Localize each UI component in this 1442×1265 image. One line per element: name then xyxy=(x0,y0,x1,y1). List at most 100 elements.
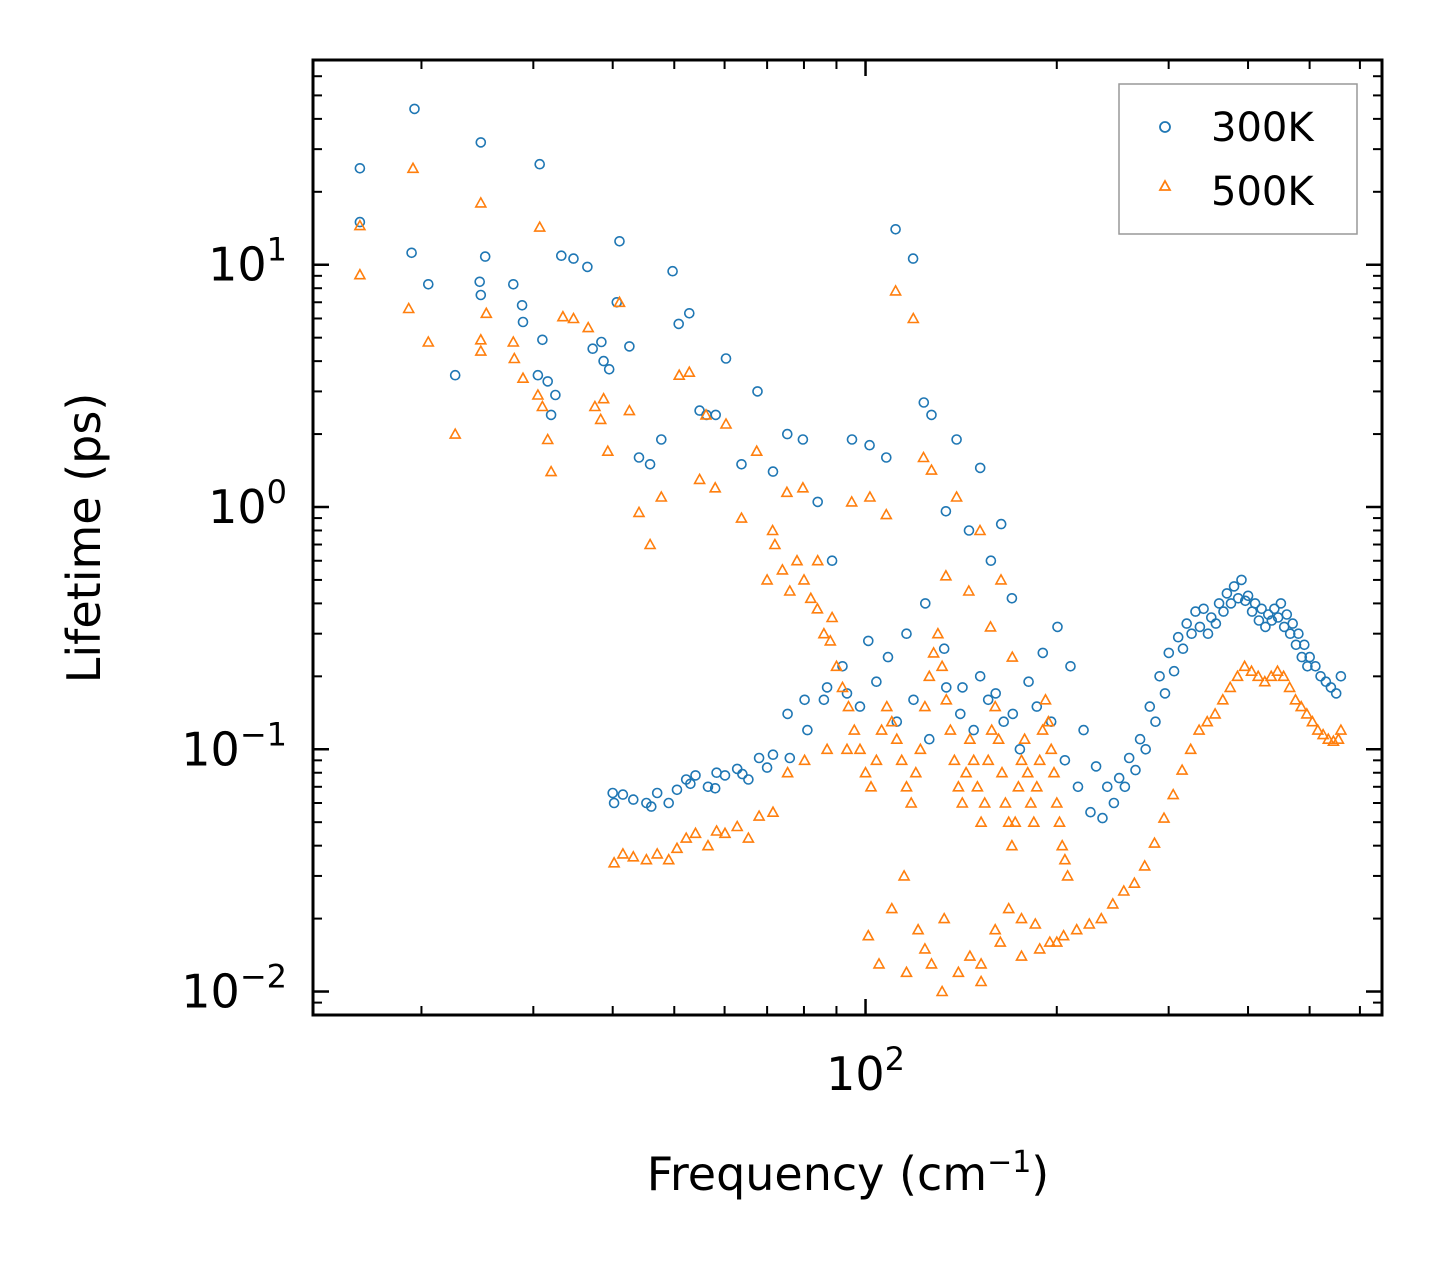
point-500K-134 xyxy=(1015,949,1028,961)
point-500K-141 xyxy=(790,554,804,566)
point-300K-57 xyxy=(985,555,997,567)
point-500K-26 xyxy=(623,403,636,416)
point-500K-102 xyxy=(1166,787,1180,800)
point-500K-109 xyxy=(1223,680,1237,693)
point-500K-71 xyxy=(752,809,766,821)
point-500K-158 xyxy=(890,732,904,745)
point-300K-73 xyxy=(743,774,754,785)
point-300K-177 xyxy=(1284,628,1296,640)
tick-labels: 102 10−2 10−1 100 101 xyxy=(181,231,905,1101)
point-300K-40 xyxy=(752,386,763,397)
point-500K-57 xyxy=(607,856,621,868)
point-500K-76 xyxy=(840,742,854,755)
point-300K-38 xyxy=(720,353,732,364)
point-500K-87 xyxy=(988,923,1002,935)
point-500K-196 xyxy=(1033,753,1047,766)
point-500K-88 xyxy=(1002,901,1016,914)
point-500K-19 xyxy=(567,311,580,324)
point-500K-135 xyxy=(1033,942,1047,954)
point-300K-174 xyxy=(1266,615,1278,626)
point-300K-145 xyxy=(968,724,980,736)
point-300K-139 xyxy=(871,676,882,688)
point-500K-47 xyxy=(906,311,920,324)
point-500K-188 xyxy=(1008,815,1022,828)
point-300K-123 xyxy=(1315,670,1326,682)
point-500K-78 xyxy=(872,957,886,969)
point-300K-165 xyxy=(1202,628,1214,640)
point-300K-50 xyxy=(907,253,919,264)
point-300K-163 xyxy=(1186,628,1197,640)
point-500K-189 xyxy=(1012,780,1025,792)
point-300K-98 xyxy=(1134,733,1146,745)
legend: 300K 500K xyxy=(1118,83,1358,235)
point-300K-7 xyxy=(474,276,486,288)
point-500K-156 xyxy=(880,699,894,712)
point-500K-138 xyxy=(768,537,782,550)
point-500K-152 xyxy=(859,766,872,778)
point-500K-60 xyxy=(640,853,653,865)
point-500K-172 xyxy=(952,780,965,792)
point-500K-52 xyxy=(962,584,976,596)
point-500K-122 xyxy=(1306,715,1319,727)
point-300K-109 xyxy=(1228,581,1240,592)
point-500K-0 xyxy=(353,218,367,231)
point-500K-198 xyxy=(1039,693,1052,705)
point-500K-175 xyxy=(963,732,977,745)
point-300K-175 xyxy=(1272,612,1284,623)
point-300K-3 xyxy=(406,247,417,259)
point-500K-142 xyxy=(797,573,811,585)
point-300K-78 xyxy=(821,682,833,693)
point-500K-44 xyxy=(863,490,877,502)
point-300K-107 xyxy=(1213,598,1225,609)
point-300K-71 xyxy=(719,770,731,781)
point-500K-15 xyxy=(536,399,549,412)
point-300K-59 xyxy=(1006,592,1018,604)
point-500K-51 xyxy=(950,490,963,502)
point-300K-96 xyxy=(1113,772,1125,784)
point-300K-55 xyxy=(963,525,975,536)
point-500K-121 xyxy=(1300,707,1314,719)
point-500K-27 xyxy=(632,505,646,518)
point-500K-62 xyxy=(662,853,676,865)
point-500K-157 xyxy=(885,715,899,727)
axis-ticks xyxy=(313,59,1382,1016)
point-500K-137 xyxy=(760,573,774,585)
point-300K-29 xyxy=(633,452,645,463)
point-500K-116 xyxy=(1271,664,1284,677)
point-300K-22 xyxy=(587,343,599,355)
point-300K-13 xyxy=(534,158,546,170)
point-500K-64 xyxy=(679,831,693,843)
point-300K-62 xyxy=(627,794,639,805)
point-300K-23 xyxy=(596,336,607,348)
legend-label-500K: 500K xyxy=(1211,169,1315,215)
point-300K-58 xyxy=(995,518,1007,530)
point-300K-127 xyxy=(1335,670,1347,682)
point-300K-12 xyxy=(517,316,529,328)
point-300K-91 xyxy=(1052,621,1063,633)
point-500K-192 xyxy=(1021,766,1035,778)
point-500K-92 xyxy=(1057,929,1070,941)
point-300K-85 xyxy=(957,682,968,693)
point-500K-70 xyxy=(742,831,755,843)
point-500K-82 xyxy=(925,957,938,969)
point-300K-114 xyxy=(1263,609,1274,620)
point-300K-43 xyxy=(797,434,809,445)
point-500K-69 xyxy=(730,819,744,832)
point-300K-115 xyxy=(1269,603,1280,615)
point-500K-23 xyxy=(597,392,610,404)
point-500K-99 xyxy=(1138,859,1152,871)
point-500K-166 xyxy=(927,646,940,658)
point-500K-203 xyxy=(1053,815,1066,828)
point-500K-39 xyxy=(780,485,794,498)
point-300K-158 xyxy=(1140,743,1151,755)
point-300K-130 xyxy=(685,778,696,790)
y-tick-label-10^1: 101 xyxy=(208,231,287,292)
point-500K-104 xyxy=(1184,742,1198,755)
point-500K-86 xyxy=(974,974,988,987)
point-500K-124 xyxy=(1316,727,1330,740)
point-500K-98 xyxy=(1128,876,1141,889)
point-300K-161 xyxy=(1168,665,1180,677)
point-500K-25 xyxy=(613,295,626,308)
x-tick-label-10^2: 102 xyxy=(826,1040,905,1101)
point-500K-202 xyxy=(1050,796,1064,808)
